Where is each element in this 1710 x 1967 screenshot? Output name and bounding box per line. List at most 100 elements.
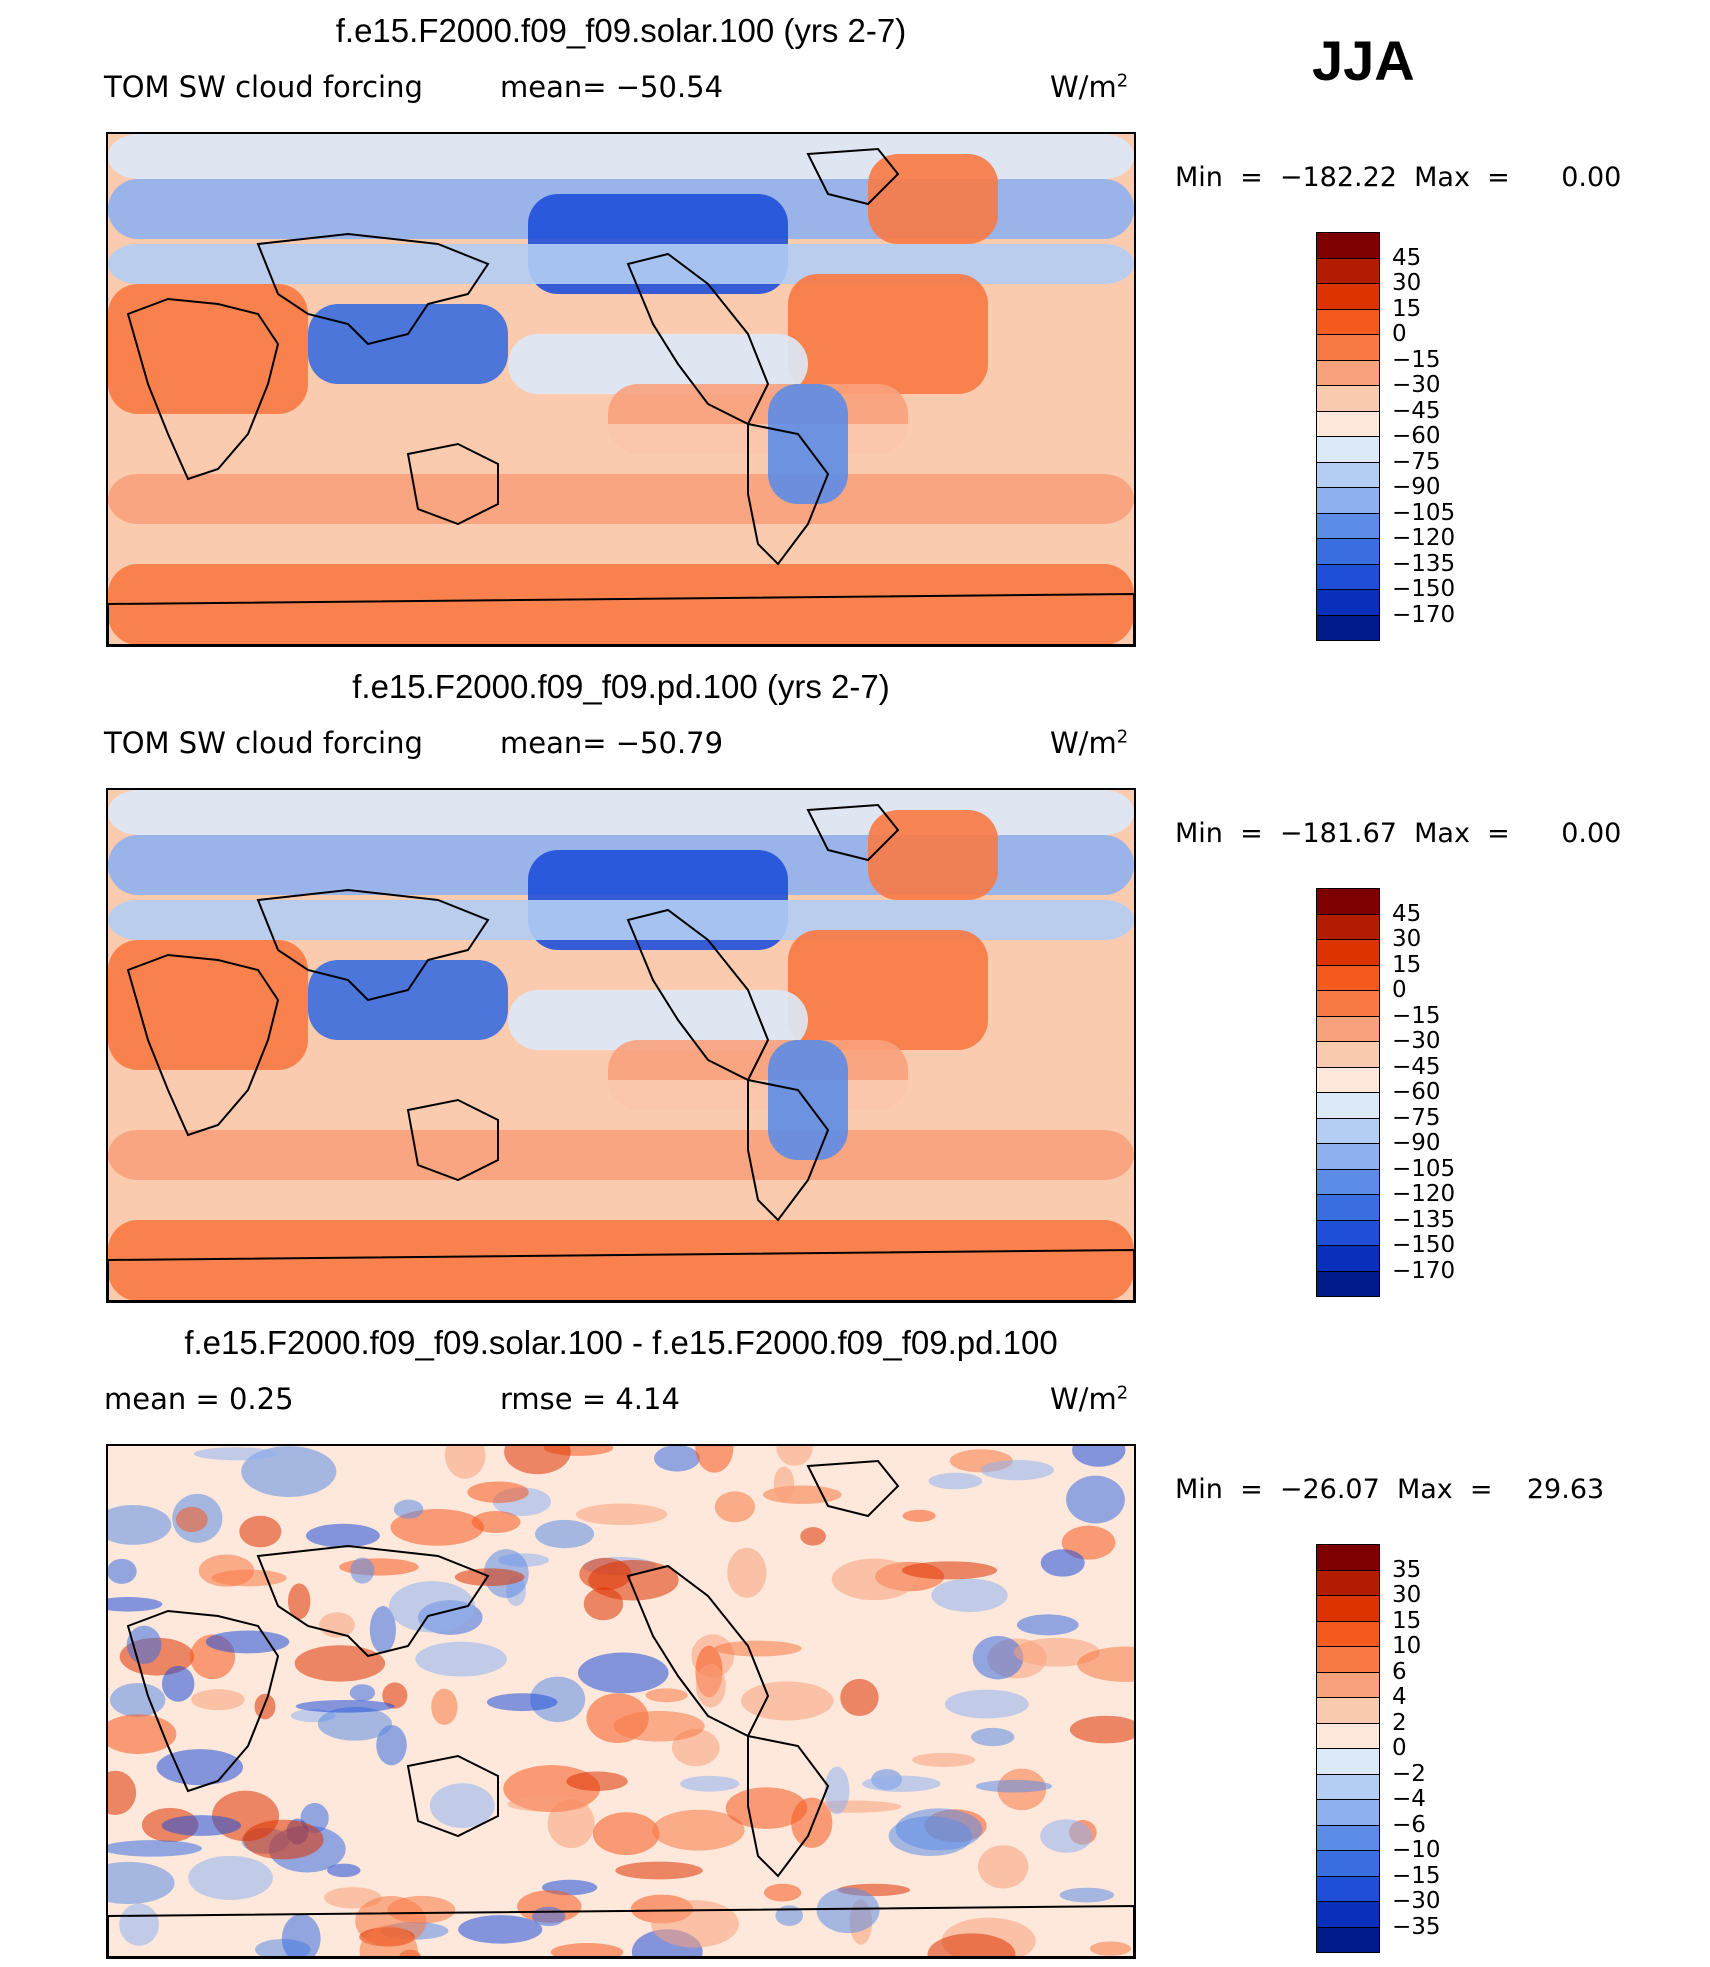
field-anomaly (550, 1943, 624, 1957)
coastline (406, 442, 499, 526)
colorbar-tick-label: 6 (1392, 1658, 1407, 1685)
colorbar-tick-label: 4 (1392, 1684, 1407, 1710)
field-anomaly (824, 1766, 850, 1815)
units-label: W/m2 (1050, 726, 1129, 760)
field-anomaly (763, 1883, 802, 1902)
field-anomaly (188, 1855, 273, 1900)
colorbar-tick-label: 0 (1392, 977, 1407, 1003)
field-anomaly (1040, 1819, 1093, 1853)
field-region (308, 304, 508, 384)
field-anomaly (317, 1706, 392, 1741)
field-anomaly (349, 1684, 376, 1702)
rmse-label: rmse = 4.14 (500, 1382, 680, 1416)
colorbar: 45 30 15 0 −15 −30 −45 −60 −75 −90 −105 −120 −135 −15… (1316, 232, 1455, 641)
colorbar-tick-label: 15 (1392, 951, 1422, 978)
colorbar-tick-label: −45 (1392, 397, 1441, 424)
colorbar-tick-label: −45 (1392, 1053, 1441, 1080)
field-anomaly (393, 1499, 424, 1519)
field-anomaly (840, 1678, 879, 1717)
coastline (626, 908, 770, 1082)
min-max-label: Min = −26.07 Max = 29.63 (1175, 1474, 1605, 1505)
colorbar-tick-label: 15 (1392, 295, 1422, 322)
colorbar-swatch (1316, 1620, 1380, 1647)
colorbar-swatch (1316, 1092, 1380, 1119)
field-anomaly (740, 1681, 834, 1721)
field-anomaly (294, 1645, 386, 1682)
colorbar-swatch (1316, 1875, 1380, 1902)
colorbar-swatch (1316, 257, 1380, 284)
field-anomaly (695, 1446, 734, 1473)
map-difference (106, 1444, 1136, 1959)
colorbar-swatch (1316, 1015, 1380, 1042)
colorbar-swatch (1316, 461, 1380, 488)
coastline (256, 888, 490, 1002)
field-anomaly (161, 1665, 195, 1702)
field-anomaly (350, 1557, 375, 1584)
map-solar (106, 132, 1136, 647)
field-anomaly (205, 1630, 290, 1654)
colorbar-tick-label: −2 (1392, 1760, 1426, 1787)
colorbar-swatch (1316, 1901, 1380, 1928)
field-anomaly (415, 1641, 507, 1677)
colorbar-swatch (1316, 1245, 1380, 1272)
field-anomaly (119, 1903, 159, 1946)
coastline (108, 1904, 1134, 1957)
field-anomaly (816, 1887, 880, 1934)
field-region (788, 930, 988, 1050)
colorbar-tick-label: −15 (1392, 346, 1441, 373)
panel-pd: f.e15.F2000.f09_f09.pd.100 (yrs 2-7) TOM… (0, 656, 1710, 1311)
colorbar-swatch (1316, 1850, 1380, 1877)
variable-label: TOM SW cloud forcing (104, 726, 423, 760)
coastline (626, 252, 770, 426)
colorbar-tick-label: −150 (1392, 576, 1456, 602)
colorbar-tick-label: 0 (1392, 321, 1407, 347)
field-region (508, 990, 808, 1050)
field-anomaly (126, 1625, 162, 1664)
field-anomaly (191, 1689, 245, 1711)
field-anomaly (1077, 1646, 1134, 1682)
colorbar-tick-label: 15 (1392, 1607, 1422, 1634)
field-anomaly (972, 1635, 1024, 1680)
coastline (406, 1098, 499, 1182)
field-anomaly (971, 1727, 1015, 1747)
colorbar-swatch (1316, 1569, 1380, 1596)
colorbar-tick-label: −170 (1392, 601, 1456, 628)
field-anomaly (161, 1815, 242, 1836)
field-anomaly (592, 1812, 660, 1856)
colorbar-tick-label: 30 (1392, 1582, 1422, 1608)
field-anomaly (369, 1606, 396, 1654)
colorbar-tick-label: −120 (1392, 1181, 1456, 1207)
field-anomaly (725, 1787, 808, 1829)
colorbar-tick-label: 35 (1392, 1556, 1422, 1583)
colorbar-tick-label: −170 (1392, 1257, 1456, 1284)
units-label: W/m2 (1050, 70, 1129, 104)
colorbar-swatch (1316, 1824, 1380, 1851)
field-anomaly (714, 1640, 802, 1657)
field-anomaly (1072, 1446, 1126, 1467)
field-anomaly (390, 1509, 485, 1546)
field-anomaly (287, 1583, 311, 1620)
field-anomaly (1066, 1475, 1125, 1524)
colorbar-swatch (1316, 1143, 1380, 1170)
colorbar-tick-label: −75 (1392, 1104, 1441, 1131)
field-anomaly (467, 1481, 529, 1503)
field-anomaly (241, 1446, 337, 1497)
colorbar-tick-label: −105 (1392, 499, 1456, 526)
field-region (108, 424, 1134, 474)
field-anomaly (444, 1446, 486, 1479)
field-anomaly (454, 1568, 525, 1587)
colorbar-tick-label: −135 (1392, 1206, 1456, 1233)
colorbar-swatch (1316, 939, 1380, 966)
field-anomaly (108, 1558, 137, 1584)
map-field-svg (108, 134, 1134, 645)
field-anomaly (359, 1925, 418, 1957)
colorbar-swatch (1316, 614, 1380, 641)
field-anomaly (980, 1459, 1054, 1481)
field-anomaly (654, 1446, 700, 1472)
coastline (126, 953, 280, 1137)
field-anomaly (486, 1693, 558, 1712)
field-anomaly (295, 1699, 395, 1713)
colorbar-tick-label: −4 (1392, 1786, 1426, 1812)
field-region (508, 334, 808, 394)
colorbar-swatch (1316, 1646, 1380, 1673)
